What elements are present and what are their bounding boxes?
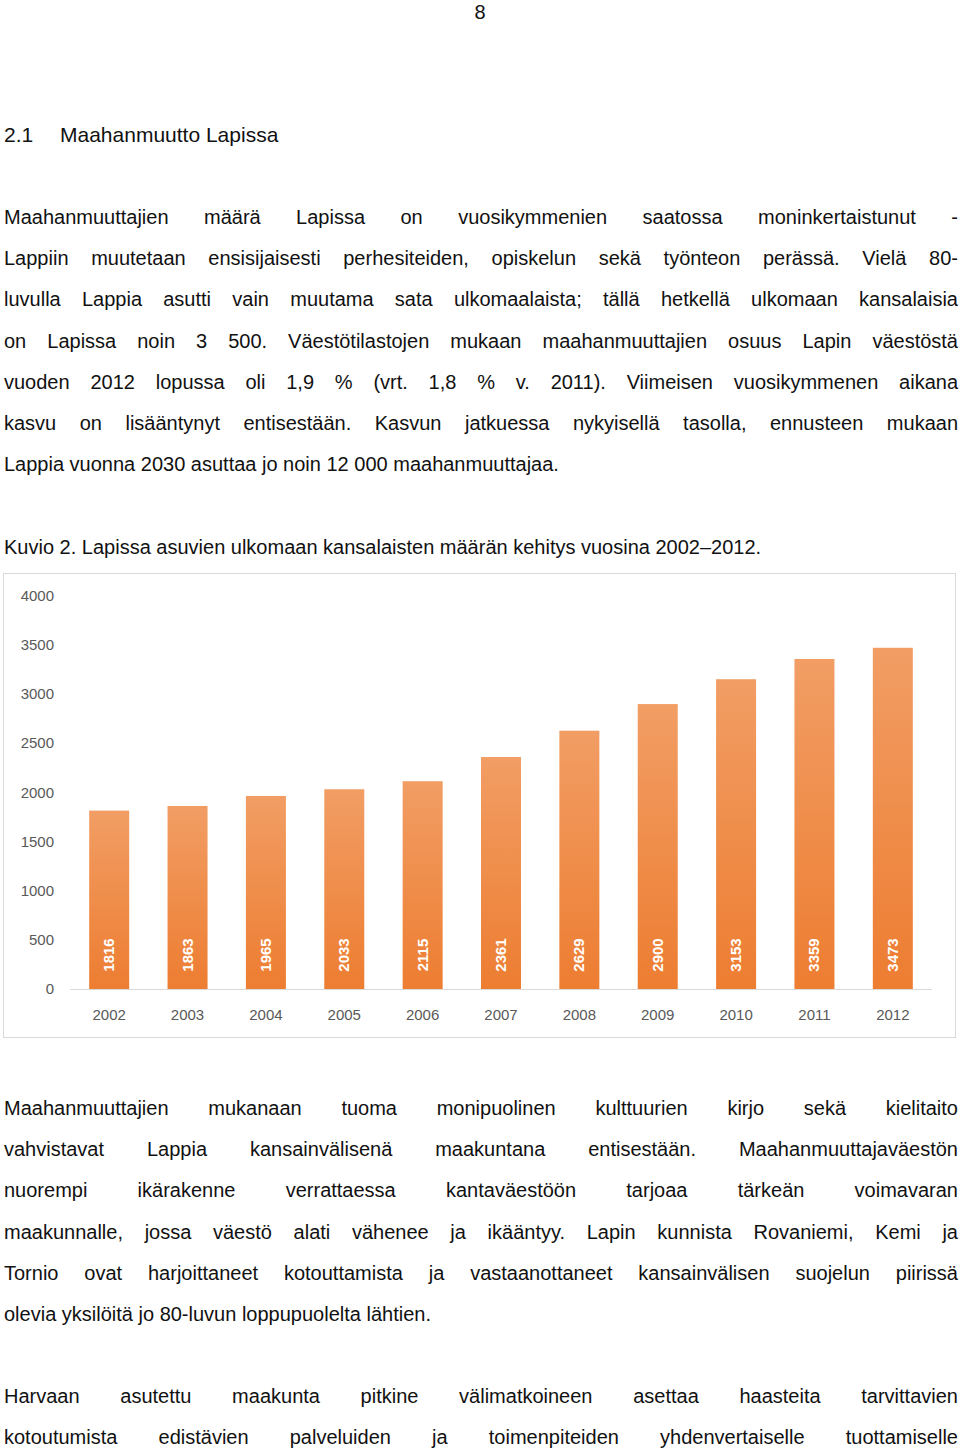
text-line: Tornio ovat harjoittaneet kotouttamista … <box>4 1261 958 1285</box>
x-tick-label: 2005 <box>328 1006 361 1023</box>
text-line: kotoutumista edistävien palveluiden ja t… <box>4 1425 958 1449</box>
x-tick-label: 2009 <box>641 1006 674 1023</box>
bar <box>89 811 129 989</box>
text-line: Maahanmuuttajien määrä Lapissa on vuosik… <box>4 205 958 229</box>
text-line: vahvistavat Lappia kansainvälisenä maaku… <box>4 1137 958 1161</box>
text-line: kasvu on lisääntynyt entisestään. Kasvun… <box>4 411 958 435</box>
data-label: 3473 <box>884 938 901 971</box>
text-line: vuoden 2012 lopussa oli 1,9 % (vrt. 1,8 … <box>4 370 958 394</box>
data-label: 2361 <box>492 938 509 971</box>
y-tick-label: 3000 <box>21 685 54 702</box>
bar <box>716 679 756 989</box>
page-number: 8 <box>0 0 960 24</box>
y-tick-label: 0 <box>46 980 54 997</box>
text-line: olevia yksilöitä jo 80-luvun loppupuolel… <box>4 1302 958 1326</box>
heading-title: Maahanmuutto Lapissa <box>60 123 278 147</box>
x-tick-label: 2007 <box>484 1006 517 1023</box>
text-line: Lappia vuonna 2030 asuttaa jo noin 12 00… <box>4 452 958 476</box>
bar <box>794 659 834 989</box>
bar <box>559 731 599 989</box>
data-label: 1965 <box>257 938 274 971</box>
bar <box>638 704 678 989</box>
text-line: Lappiin muutetaan ensisijaisesti perhesi… <box>4 246 958 270</box>
bar <box>873 648 913 989</box>
text-line: on Lapissa noin 3 500. Väestötilastojen … <box>4 329 958 353</box>
x-tick-label: 2011 <box>798 1006 830 1023</box>
bar <box>168 806 208 989</box>
figure-caption: Kuvio 2. Lapissa asuvien ulkomaan kansal… <box>4 535 761 559</box>
x-tick-label: 2008 <box>563 1006 596 1023</box>
chart: 0 500 1000 1500 2000 2500 3000 3500 4000 1816 1863… <box>0 0 960 1451</box>
data-label: 3359 <box>805 938 822 971</box>
data-label: 1816 <box>100 938 117 971</box>
y-tick-label: 500 <box>29 931 54 948</box>
bar <box>324 789 364 989</box>
bar <box>403 781 443 989</box>
x-tick-label: 2004 <box>249 1006 282 1023</box>
x-tick-label: 2010 <box>719 1006 752 1023</box>
text-line: nuorempi ikärakenne verrattaessa kantavä… <box>4 1178 958 1202</box>
x-axis-line <box>70 989 932 990</box>
x-tick-label: 2002 <box>92 1006 125 1023</box>
data-label: 2115 <box>414 939 431 972</box>
y-tick-label: 4000 <box>21 587 54 604</box>
y-tick-label: 2500 <box>21 734 54 751</box>
chart-frame <box>4 574 956 1038</box>
bar <box>246 796 286 989</box>
data-label: 1863 <box>179 938 196 971</box>
x-tick-label: 2012 <box>876 1006 909 1023</box>
text-line: Maahanmuuttajien mukanaan tuoma monipuol… <box>4 1096 958 1120</box>
data-label: 2033 <box>335 938 352 971</box>
data-label: 2629 <box>570 938 587 971</box>
x-tick-label: 2003 <box>171 1006 204 1023</box>
y-tick-label: 1500 <box>21 833 54 850</box>
y-tick-label: 2000 <box>21 784 54 801</box>
text-line: luvulla Lappia asutti vain muutama sata … <box>4 287 958 311</box>
bars <box>89 648 913 989</box>
y-tick-label: 1000 <box>21 882 54 899</box>
y-tick-label: 3500 <box>21 636 54 653</box>
data-label: 2900 <box>649 938 666 971</box>
x-tick-label: 2006 <box>406 1006 439 1023</box>
bar <box>481 757 521 989</box>
heading-number: 2.1 <box>4 123 33 147</box>
data-label: 3153 <box>727 938 744 971</box>
text-line: maakunnalle, jossa väestö alati vähenee … <box>4 1220 958 1244</box>
text-line: Harvaan asutettu maakunta pitkine välima… <box>4 1384 958 1408</box>
